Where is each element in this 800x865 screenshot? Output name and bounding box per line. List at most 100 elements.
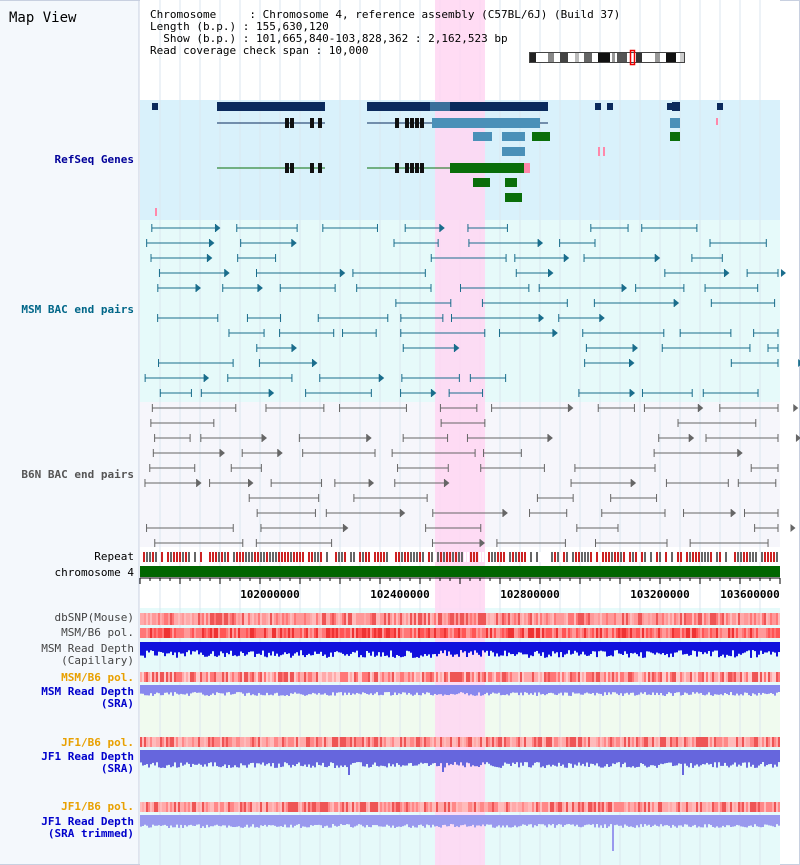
repeat-element bbox=[266, 552, 268, 562]
msm-pol-2-heat bbox=[688, 672, 690, 682]
dbsnp-heat bbox=[522, 613, 524, 625]
msm-depth-capillary bbox=[170, 642, 172, 652]
dbsnp-heat bbox=[764, 613, 766, 625]
msm-depth-capillary bbox=[580, 642, 582, 655]
jf1-pol-2-heat bbox=[548, 802, 550, 812]
jf1-pol-heat bbox=[420, 737, 422, 747]
jf1-pol-2-heat bbox=[554, 802, 556, 812]
msm-pol-heat bbox=[662, 628, 664, 638]
jf1-pol-heat bbox=[728, 737, 730, 747]
jf1-depth-sra bbox=[476, 750, 478, 767]
jf1-depth-sra bbox=[670, 750, 672, 763]
msm-depth-capillary bbox=[364, 642, 366, 658]
jf1-depth-sra bbox=[656, 750, 658, 768]
msm-pol-heat bbox=[464, 628, 466, 638]
jf1-pol-2-heat bbox=[498, 802, 500, 812]
ideogram-band bbox=[612, 53, 615, 62]
msm-depth-sra bbox=[334, 685, 336, 696]
jf1-pol-2-heat bbox=[206, 802, 208, 812]
jf1-depth-trimmed bbox=[460, 815, 462, 826]
msm-pol-heat bbox=[762, 628, 764, 638]
jf1-pol-2-heat bbox=[700, 802, 702, 812]
jf1-pol-2-heat bbox=[486, 802, 488, 812]
repeat-element bbox=[236, 552, 238, 562]
jf1-depth-sra bbox=[630, 750, 632, 768]
msm-depth-capillary bbox=[622, 642, 624, 656]
jf1-depth-sra bbox=[492, 750, 494, 767]
jf1-pol-2-heat bbox=[310, 802, 312, 812]
jf1-depth-trimmed bbox=[630, 815, 632, 827]
jf1-pol-heat bbox=[348, 737, 350, 747]
jf1-depth-trimmed bbox=[644, 815, 646, 825]
msm-pol-heat bbox=[288, 628, 290, 638]
msm-pol-heat bbox=[438, 628, 440, 638]
jf1-pol-2-heat bbox=[616, 802, 618, 812]
jf1-depth-trimmed bbox=[662, 815, 664, 827]
jf1-depth-sra bbox=[378, 750, 380, 767]
msm-pol-2-heat bbox=[416, 672, 418, 682]
jf1-depth-sra bbox=[768, 750, 770, 765]
repeat-element bbox=[296, 552, 298, 562]
msm-depth-capillary bbox=[500, 642, 502, 656]
msm-pol-heat bbox=[704, 628, 706, 638]
msm-depth-sra bbox=[276, 685, 278, 693]
msm-depth-sra bbox=[332, 685, 334, 693]
jf1-pol-heat bbox=[772, 737, 774, 747]
jf1-pol-heat bbox=[540, 737, 542, 747]
jf1-pol-2-heat bbox=[728, 802, 730, 812]
jf1-pol-2-heat bbox=[590, 802, 592, 812]
msm-depth-capillary bbox=[208, 642, 210, 656]
jf1-depth-sra bbox=[376, 750, 378, 766]
jf1-pol-heat bbox=[370, 737, 372, 747]
msm-pol-2-heat bbox=[736, 672, 738, 682]
chromosome-info: Chromosome : Chromosome 4, reference ass… bbox=[150, 9, 620, 57]
dbsnp-heat bbox=[158, 613, 160, 625]
dbsnp-heat bbox=[480, 613, 482, 625]
ideogram-band bbox=[584, 53, 592, 62]
jf1-pol-2-heat bbox=[692, 802, 694, 812]
repeat-element bbox=[188, 552, 190, 562]
msm-pol-2-heat bbox=[446, 672, 448, 682]
msm-pol-heat bbox=[182, 628, 184, 638]
jf1-depth-trimmed bbox=[568, 815, 570, 825]
jf1-pol-heat bbox=[424, 737, 426, 747]
jf1-pol-2-heat bbox=[502, 802, 504, 812]
jf1-pol-2-heat bbox=[354, 802, 356, 812]
jf1-depth-sra bbox=[710, 750, 712, 764]
jf1-pol-heat bbox=[556, 737, 558, 747]
msm-pol-heat bbox=[684, 628, 686, 638]
msm-bac-pair-arrow bbox=[630, 389, 636, 397]
b6n-bac-pair-arrow bbox=[731, 509, 737, 517]
msm-depth-capillary bbox=[180, 642, 182, 654]
msm-pol-heat bbox=[406, 628, 408, 638]
msm-depth-capillary bbox=[282, 642, 284, 655]
repeat-element bbox=[476, 552, 478, 562]
msm-depth-capillary bbox=[586, 642, 588, 656]
b6n-bac-pair-arrow bbox=[737, 449, 743, 457]
jf1-depth-trimmed bbox=[510, 815, 512, 828]
msm-pol-2-heat bbox=[422, 672, 424, 682]
msm-depth-capillary bbox=[732, 642, 734, 651]
jf1-depth-trimmed bbox=[716, 815, 718, 827]
jf1-pol-2-heat bbox=[764, 802, 766, 812]
msm-depth-capillary bbox=[670, 642, 672, 654]
jf1-depth-sra bbox=[472, 750, 474, 766]
msm-depth-capillary bbox=[290, 642, 292, 658]
jf1-pol-heat bbox=[564, 737, 566, 747]
jf1-depth-trimmed bbox=[738, 815, 740, 826]
jf1-pol-heat bbox=[242, 737, 244, 747]
dbsnp-heat bbox=[580, 613, 582, 625]
label-line: (SRA trimmed) bbox=[47, 827, 134, 840]
jf1-pol-2-heat bbox=[306, 802, 308, 812]
msm-pol-2-heat bbox=[450, 672, 452, 682]
jf1-pol-2-heat bbox=[760, 802, 762, 812]
msm-pol-heat bbox=[548, 628, 550, 638]
jf1-depth-sra bbox=[646, 750, 648, 768]
jf1-pol-2-heat bbox=[632, 802, 634, 812]
msm-pol-heat bbox=[474, 628, 476, 638]
jf1-pol-2-heat bbox=[690, 802, 692, 812]
msm-pol-heat bbox=[380, 628, 382, 638]
jf1-depth-sra bbox=[250, 750, 252, 764]
jf1-depth-sra bbox=[194, 750, 196, 765]
